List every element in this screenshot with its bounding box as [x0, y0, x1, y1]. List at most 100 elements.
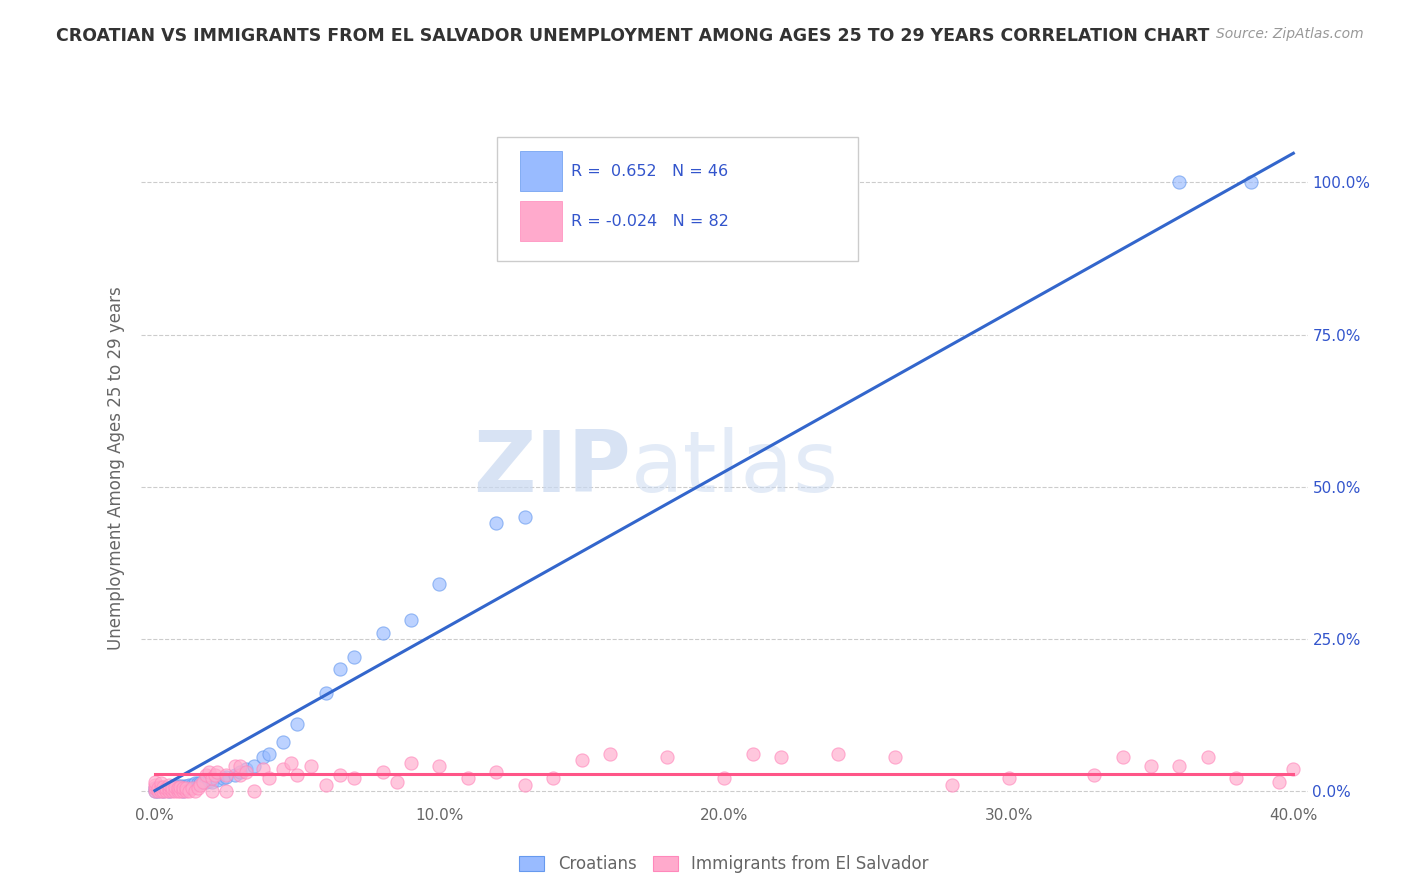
Point — [343, 649, 366, 664]
Point — [215, 783, 238, 797]
Point — [143, 774, 166, 789]
Point — [204, 768, 226, 782]
Point — [257, 747, 280, 761]
Point — [457, 772, 479, 786]
Point — [155, 780, 177, 795]
Point — [543, 772, 565, 786]
Point — [713, 772, 735, 786]
Point — [152, 783, 174, 797]
Text: ZIP: ZIP — [472, 426, 631, 510]
Point — [198, 765, 221, 780]
Point — [941, 778, 963, 792]
Point — [252, 750, 274, 764]
Point — [149, 776, 172, 790]
Point — [1197, 750, 1219, 764]
Point — [229, 759, 252, 773]
Point — [183, 776, 205, 790]
Point — [160, 781, 183, 796]
Point — [172, 780, 194, 795]
Point — [152, 781, 174, 796]
Point — [186, 776, 208, 790]
Point — [201, 772, 224, 786]
Point — [143, 780, 166, 795]
Point — [201, 774, 224, 789]
Point — [183, 783, 205, 797]
Point — [1140, 759, 1163, 773]
Point — [172, 780, 194, 794]
Point — [152, 783, 174, 797]
Point — [169, 780, 191, 794]
Point — [513, 778, 536, 792]
Point — [215, 768, 238, 782]
Point — [172, 783, 194, 797]
Point — [195, 768, 218, 782]
Point — [657, 750, 679, 764]
Point — [163, 780, 186, 794]
Point — [485, 765, 508, 780]
Point — [1083, 768, 1105, 782]
Point — [186, 780, 208, 795]
Point — [229, 768, 252, 782]
Point — [166, 780, 188, 795]
Point — [157, 783, 180, 797]
Text: atlas: atlas — [631, 426, 839, 510]
Point — [485, 516, 508, 530]
Point — [166, 780, 188, 794]
Point — [399, 613, 422, 627]
Point — [371, 765, 394, 780]
Point — [243, 759, 266, 773]
Point — [166, 783, 188, 797]
Point — [149, 781, 172, 796]
Point — [599, 747, 621, 761]
Point — [146, 783, 169, 797]
Point — [1168, 176, 1191, 190]
Point — [343, 772, 366, 786]
Point — [399, 756, 422, 771]
Text: R = -0.024   N = 82: R = -0.024 N = 82 — [571, 214, 730, 229]
Point — [193, 774, 215, 789]
Text: Source: ZipAtlas.com: Source: ZipAtlas.com — [1216, 27, 1364, 41]
Point — [429, 577, 451, 591]
FancyBboxPatch shape — [496, 137, 858, 261]
Point — [224, 768, 246, 782]
Point — [252, 762, 274, 776]
Point — [271, 762, 294, 776]
Point — [513, 510, 536, 524]
Point — [180, 778, 202, 792]
Point — [146, 780, 169, 795]
Point — [1282, 762, 1305, 776]
Point — [207, 765, 229, 780]
Point — [143, 778, 166, 792]
Point — [741, 747, 763, 761]
Point — [285, 716, 308, 731]
Point — [172, 783, 194, 797]
Point — [1225, 772, 1247, 786]
Point — [146, 781, 169, 796]
Point — [160, 780, 183, 795]
Point — [155, 783, 177, 797]
Point — [1240, 176, 1263, 190]
Point — [149, 783, 172, 797]
Point — [315, 686, 337, 700]
Point — [177, 778, 200, 792]
Point — [163, 780, 186, 795]
Y-axis label: Unemployment Among Ages 25 to 29 years: Unemployment Among Ages 25 to 29 years — [107, 286, 125, 650]
Point — [212, 772, 235, 786]
Point — [198, 773, 221, 788]
Point — [1268, 774, 1291, 789]
Point — [229, 765, 252, 780]
Point — [174, 780, 197, 795]
Point — [571, 753, 593, 767]
Point — [174, 779, 197, 793]
Point — [177, 783, 200, 797]
Point — [155, 781, 177, 796]
Point — [1168, 759, 1191, 773]
Point — [174, 783, 197, 797]
Point — [190, 775, 212, 790]
Point — [190, 778, 212, 792]
Point — [329, 768, 352, 782]
Point — [235, 762, 257, 776]
Point — [152, 780, 174, 794]
Point — [243, 783, 266, 797]
Point — [285, 768, 308, 782]
